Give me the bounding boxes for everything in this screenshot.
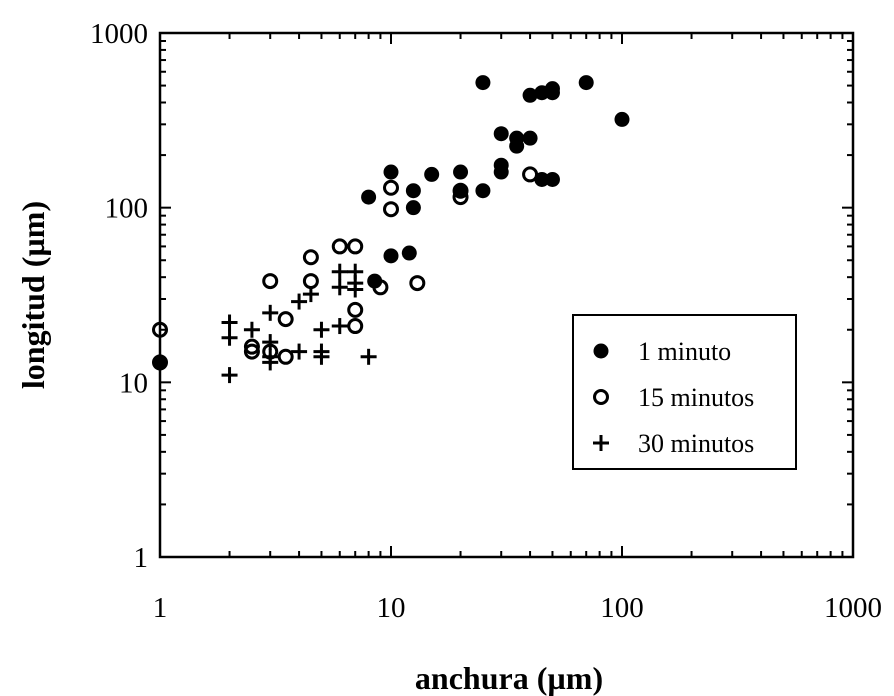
legend-label-15-minutos: 15 minutos [638, 383, 754, 412]
data-point-series-1 [347, 318, 364, 335]
data-point-series-0 [424, 166, 440, 182]
data-point-series-0 [544, 171, 560, 187]
data-point-series-1 [302, 249, 319, 266]
data-point-series-0 [405, 200, 421, 216]
y-tick-label: 1000 [90, 18, 148, 50]
data-point-series-2 [291, 343, 308, 360]
x-axis-title: anchura (µm) [415, 660, 603, 696]
data-point-series-0 [367, 273, 383, 289]
data-point-series-1 [277, 311, 294, 328]
data-point-series-1 [243, 343, 260, 360]
data-point-series-0 [361, 189, 377, 205]
data-point-series-0 [522, 130, 538, 146]
data-point-series-0 [493, 126, 509, 142]
data-point-series-2 [262, 354, 279, 371]
data-point-series-0 [534, 171, 550, 187]
x-tick-label: 100 [600, 592, 644, 624]
data-point-series-2 [331, 279, 348, 296]
x-tick-label: 1000 [824, 592, 882, 624]
data-point-series-0 [509, 138, 525, 154]
data-point-series-1 [262, 273, 279, 290]
data-point-series-1 [243, 338, 260, 355]
x-tick-label: 1 [153, 592, 168, 624]
data-point-series-1 [277, 348, 294, 365]
data-point-series-0 [383, 248, 399, 264]
data-point-series-2 [221, 314, 238, 331]
data-point-series-0 [453, 164, 469, 180]
data-point-series-0 [405, 183, 421, 199]
data-points [152, 75, 630, 384]
data-point-series-1 [522, 166, 539, 183]
legend-label-1-minuto: 1 minuto [638, 337, 731, 366]
data-point-series-0 [493, 164, 509, 180]
data-point-series-1 [452, 189, 469, 206]
data-point-series-0 [475, 75, 491, 91]
data-point-series-1 [347, 301, 364, 318]
data-point-series-1 [152, 321, 168, 338]
data-point-series-0 [578, 75, 594, 91]
data-point-series-1 [383, 201, 399, 218]
data-point-series-1 [372, 279, 389, 296]
data-point-series-1 [331, 238, 348, 255]
legend-marker-1 [593, 389, 609, 405]
legend-markers [593, 343, 609, 451]
data-point-series-2 [331, 318, 348, 335]
data-point-series-2 [313, 348, 330, 365]
data-point-series-2 [243, 321, 260, 338]
plot-area-frame [158, 31, 855, 559]
data-point-series-1 [152, 354, 168, 371]
y-tick-label: 1 [134, 542, 149, 574]
data-point-series-1 [302, 273, 319, 290]
data-point-series-0 [401, 245, 417, 261]
data-point-series-2 [262, 304, 279, 321]
data-point-series-2 [347, 281, 364, 298]
data-point-series-0 [544, 85, 560, 101]
data-point-series-1 [409, 275, 426, 292]
y-axis-title: longitud (µm) [15, 201, 51, 389]
legend-box [572, 314, 797, 470]
legend-marker-0 [593, 343, 609, 359]
data-point-series-2 [291, 293, 308, 310]
data-point-series-2 [221, 329, 238, 346]
data-point-series-1 [347, 238, 364, 255]
data-point-series-0 [522, 87, 538, 103]
legend-label-30-minutos: 30 minutos [638, 429, 754, 458]
x-tick-label: 10 [377, 592, 406, 624]
data-point-series-2 [313, 321, 330, 338]
data-point-series-2 [302, 286, 319, 303]
data-point-series-2 [262, 334, 279, 351]
axis-ticks: 1 10 100 1000 1 10 100 1000 [90, 18, 882, 624]
data-point-series-1 [452, 182, 469, 199]
data-point-series-2 [360, 348, 377, 365]
data-point-series-2 [331, 263, 348, 280]
data-point-series-0 [475, 183, 491, 199]
data-point-series-0 [614, 111, 630, 127]
data-point-series-0 [383, 164, 399, 180]
y-tick-label: 10 [119, 367, 148, 399]
legend: 1 minuto 15 minutos 30 minutos [572, 314, 797, 470]
y-tick-label: 100 [105, 193, 149, 225]
data-point-series-1 [383, 179, 399, 196]
data-point-series-2 [221, 367, 238, 384]
legend-marker-2 [593, 435, 609, 451]
